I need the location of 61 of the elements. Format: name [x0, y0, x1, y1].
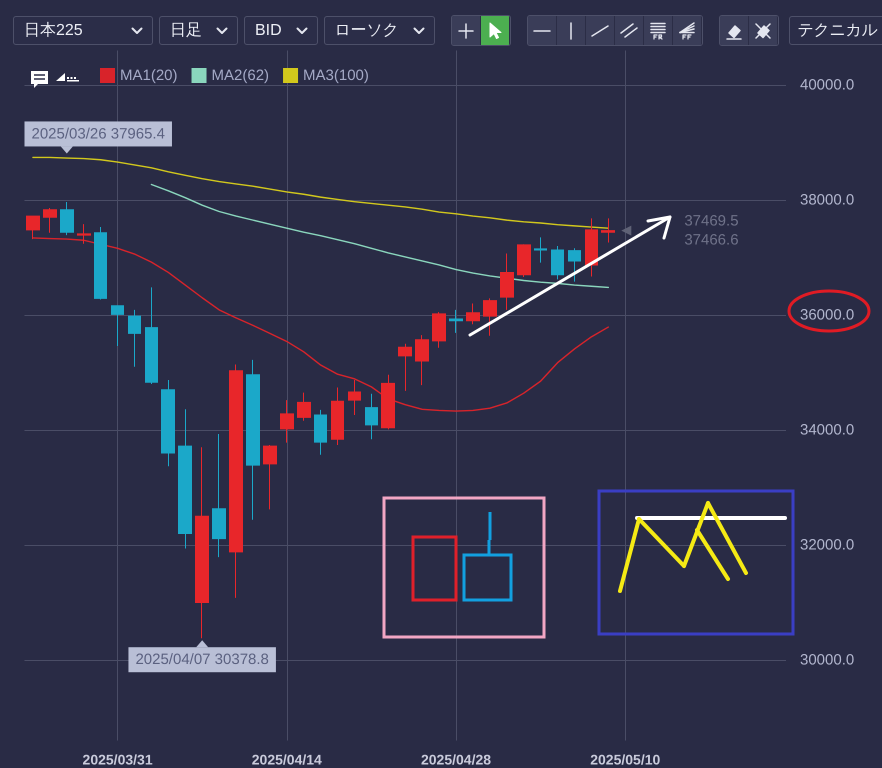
candlestick — [60, 201, 74, 236]
annotation: 2025/04/07 30378.8 — [135, 651, 269, 668]
candlestick — [229, 364, 243, 598]
candlestick — [517, 244, 531, 278]
candlestick — [534, 236, 547, 264]
candlestick — [551, 246, 564, 280]
candlestick — [500, 252, 514, 310]
legend-label: MA2(62) — [212, 67, 270, 84]
x-tick-label: 2025/05/10 — [590, 752, 660, 768]
y-tick-label: 30000.0 — [800, 652, 854, 668]
dropdown: 日足 — [159, 16, 238, 45]
candlestick — [381, 374, 395, 430]
candlestick — [280, 400, 294, 444]
candlestick — [483, 298, 497, 336]
candlestick — [466, 303, 480, 325]
candlestick — [263, 444, 277, 510]
candlestick — [145, 286, 158, 384]
candlestick — [568, 248, 581, 282]
candlestick — [43, 208, 57, 234]
y-tick-label: 34000.0 — [800, 422, 854, 438]
dropdown: ローソク — [324, 16, 435, 45]
y-tick-label: 32000.0 — [800, 536, 854, 554]
candlestick — [246, 359, 260, 520]
candlestick — [94, 226, 107, 300]
x-tick-label: 2025/04/28 — [420, 752, 492, 768]
candlestick — [331, 386, 344, 446]
candlestick — [111, 304, 124, 347]
candlestick — [178, 408, 192, 549]
candlestick — [398, 343, 412, 392]
candlestick — [585, 218, 598, 277]
button: テクニカル — [788, 16, 882, 45]
line-series — [32, 237, 610, 412]
candlestick — [128, 309, 141, 368]
candlestick — [365, 393, 378, 440]
candlestick — [348, 379, 361, 416]
dropdown: 日本225 — [13, 16, 153, 45]
chart-title: 日本225 — [24, 20, 83, 41]
dropdown: BID — [244, 16, 318, 45]
line-series — [32, 156, 610, 229]
candlestick — [161, 379, 175, 467]
candlestick — [212, 434, 226, 558]
candlestick — [195, 446, 209, 639]
candlestick — [77, 224, 91, 244]
candlestick — [432, 312, 446, 348]
y-tick-label: 36000.0 — [800, 306, 854, 324]
candlestick — [601, 218, 615, 244]
annotation: 37469.5 — [684, 212, 739, 230]
annotation: 37466.6 — [684, 232, 739, 249]
x-tick-label: 2025/03/31 — [82, 752, 153, 768]
y-tick-label: 38000.0 — [800, 192, 854, 208]
legend-label: MA1(20) — [120, 67, 178, 84]
candlestick — [449, 309, 463, 334]
legend-label: MA3(100) — [303, 67, 369, 84]
candlestick — [297, 392, 311, 422]
line-series — [150, 184, 610, 288]
y-tick-label: 40000.0 — [800, 76, 854, 94]
candlestick — [314, 409, 327, 456]
annotation: 2025/03/26 37965.4 — [31, 125, 165, 142]
candlestick — [415, 334, 429, 386]
x-tick-label: 2025/04/14 — [252, 752, 322, 768]
candlestick — [26, 216, 40, 240]
